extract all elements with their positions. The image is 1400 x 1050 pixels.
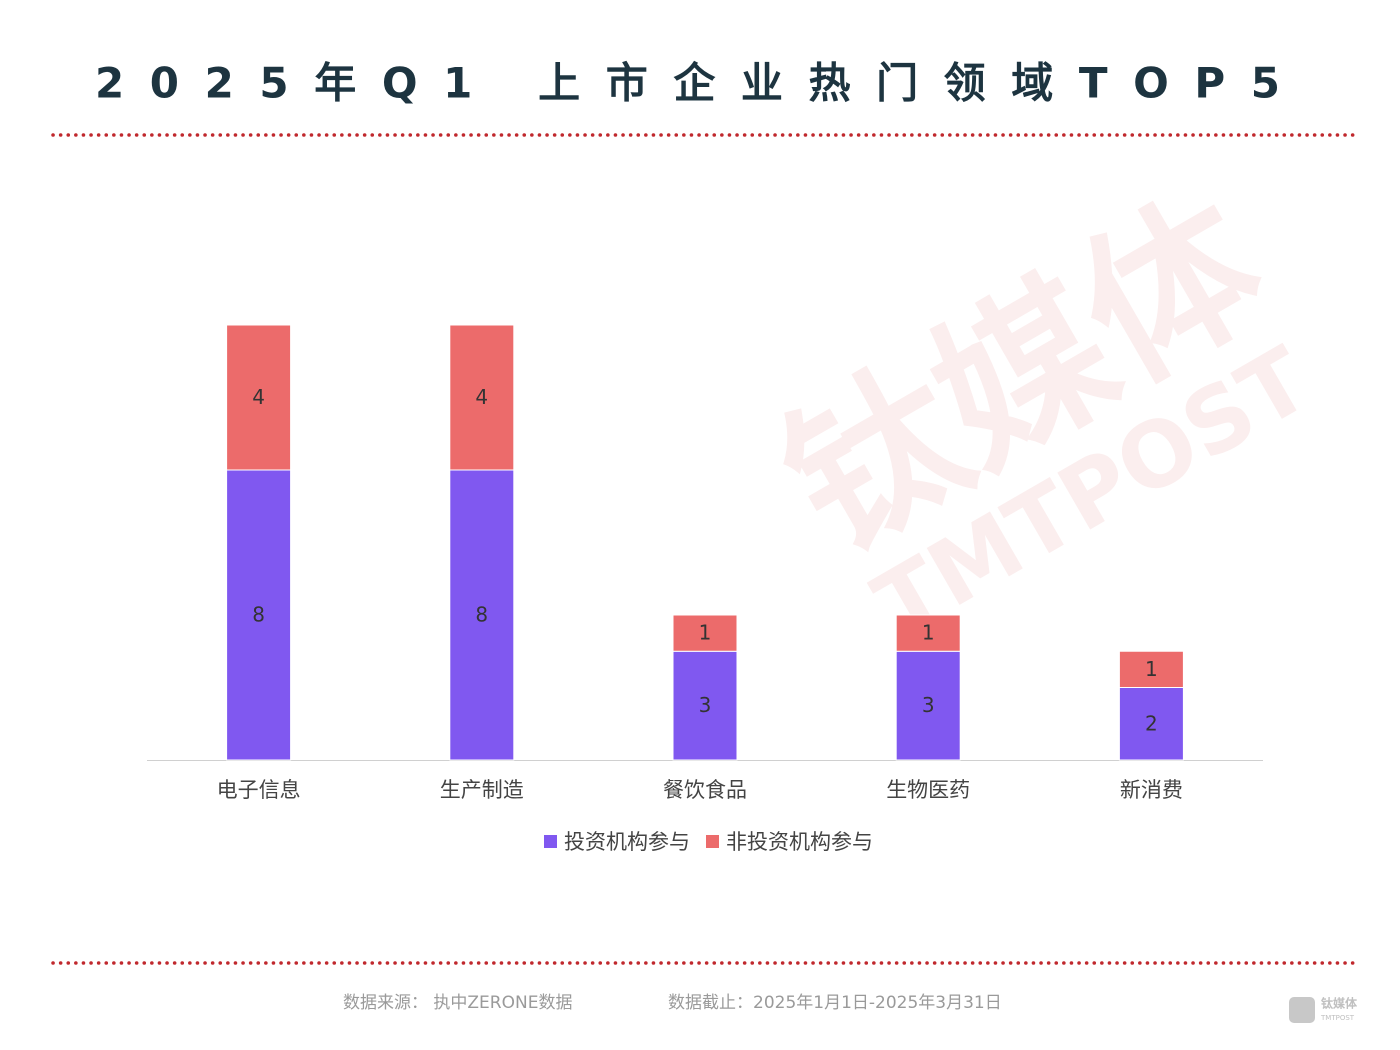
legend-swatch: [706, 835, 719, 848]
logo-brand: 钛媒体: [1321, 996, 1358, 1011]
x-tick-label: 电子信息: [217, 778, 301, 802]
bar-segment: [449, 324, 515, 471]
bar-segment: [449, 469, 515, 761]
x-tick-label: 生物医药: [886, 778, 970, 802]
data-label: 8: [475, 603, 488, 627]
data-label: 4: [475, 385, 488, 409]
bar-segment: [895, 650, 961, 761]
chart-title: 2025年Q1 上市企业热门领域TOP5: [95, 59, 1280, 108]
logo-brand-en: TMTPOST: [1320, 1014, 1355, 1022]
source-note: 数据来源： 执中ZERONE数据: [343, 993, 572, 1013]
data-label: 1: [699, 621, 712, 645]
data-label: 8: [252, 603, 265, 627]
logo-icon: [1289, 997, 1315, 1023]
bar-segment: [1118, 687, 1184, 761]
legend-swatch: [544, 835, 557, 848]
legend-label: 非投资机构参与: [726, 830, 873, 854]
data-label: 1: [1145, 657, 1158, 681]
legend-label: 投资机构参与: [564, 830, 690, 854]
data-label: 4: [252, 385, 265, 409]
bar-segment: [226, 324, 292, 471]
x-tick-label: 新消费: [1120, 778, 1183, 802]
data-label: 2: [1145, 711, 1158, 735]
bar-segment: [226, 469, 292, 761]
data-label: 1: [922, 621, 935, 645]
data-label: 3: [922, 693, 935, 717]
x-tick-label: 生产制造: [440, 778, 524, 802]
x-tick-label: 餐饮食品: [663, 778, 747, 802]
cutoff-note: 数据截止：2025年1月1日-2025年3月31日: [668, 993, 1002, 1013]
bar-segment: [672, 614, 738, 652]
bar-segment: [1118, 650, 1184, 688]
bar-segment: [895, 614, 961, 652]
data-label: 3: [699, 693, 712, 717]
